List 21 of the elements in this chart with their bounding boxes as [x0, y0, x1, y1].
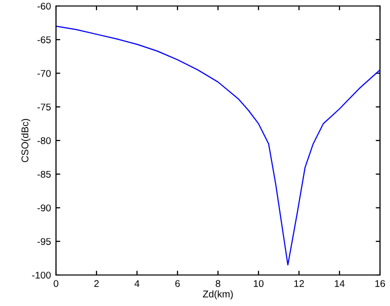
y-tick-label: -65	[38, 36, 51, 44]
line-series	[56, 26, 380, 266]
y-tick-label: -90	[38, 204, 51, 212]
x-tick-label: 6	[175, 280, 180, 287]
y-tick-label: -60	[38, 2, 51, 10]
y-tick-label: -75	[38, 104, 51, 110]
x-tick-label: 8	[216, 280, 220, 287]
x-tick-label: 10	[254, 280, 264, 287]
x-axis-title: Zd(km)	[202, 290, 233, 300]
y-tick-label: -95	[38, 238, 51, 245]
y-axis-title: CSO(dBc)	[21, 118, 30, 162]
x-tick-label: 12	[294, 280, 304, 287]
x-tick-label: 0	[54, 280, 58, 287]
y-tick-label: -80	[38, 137, 51, 144]
x-tick-label: 4	[134, 280, 140, 287]
y-tick-label: -85	[38, 170, 51, 178]
y-tick-label: -100	[32, 272, 51, 279]
y-tick-label: -70	[38, 70, 51, 77]
x-tick-label: 14	[334, 280, 345, 287]
x-tick-label: 2	[94, 280, 99, 287]
x-tick-label: 16	[375, 280, 385, 287]
